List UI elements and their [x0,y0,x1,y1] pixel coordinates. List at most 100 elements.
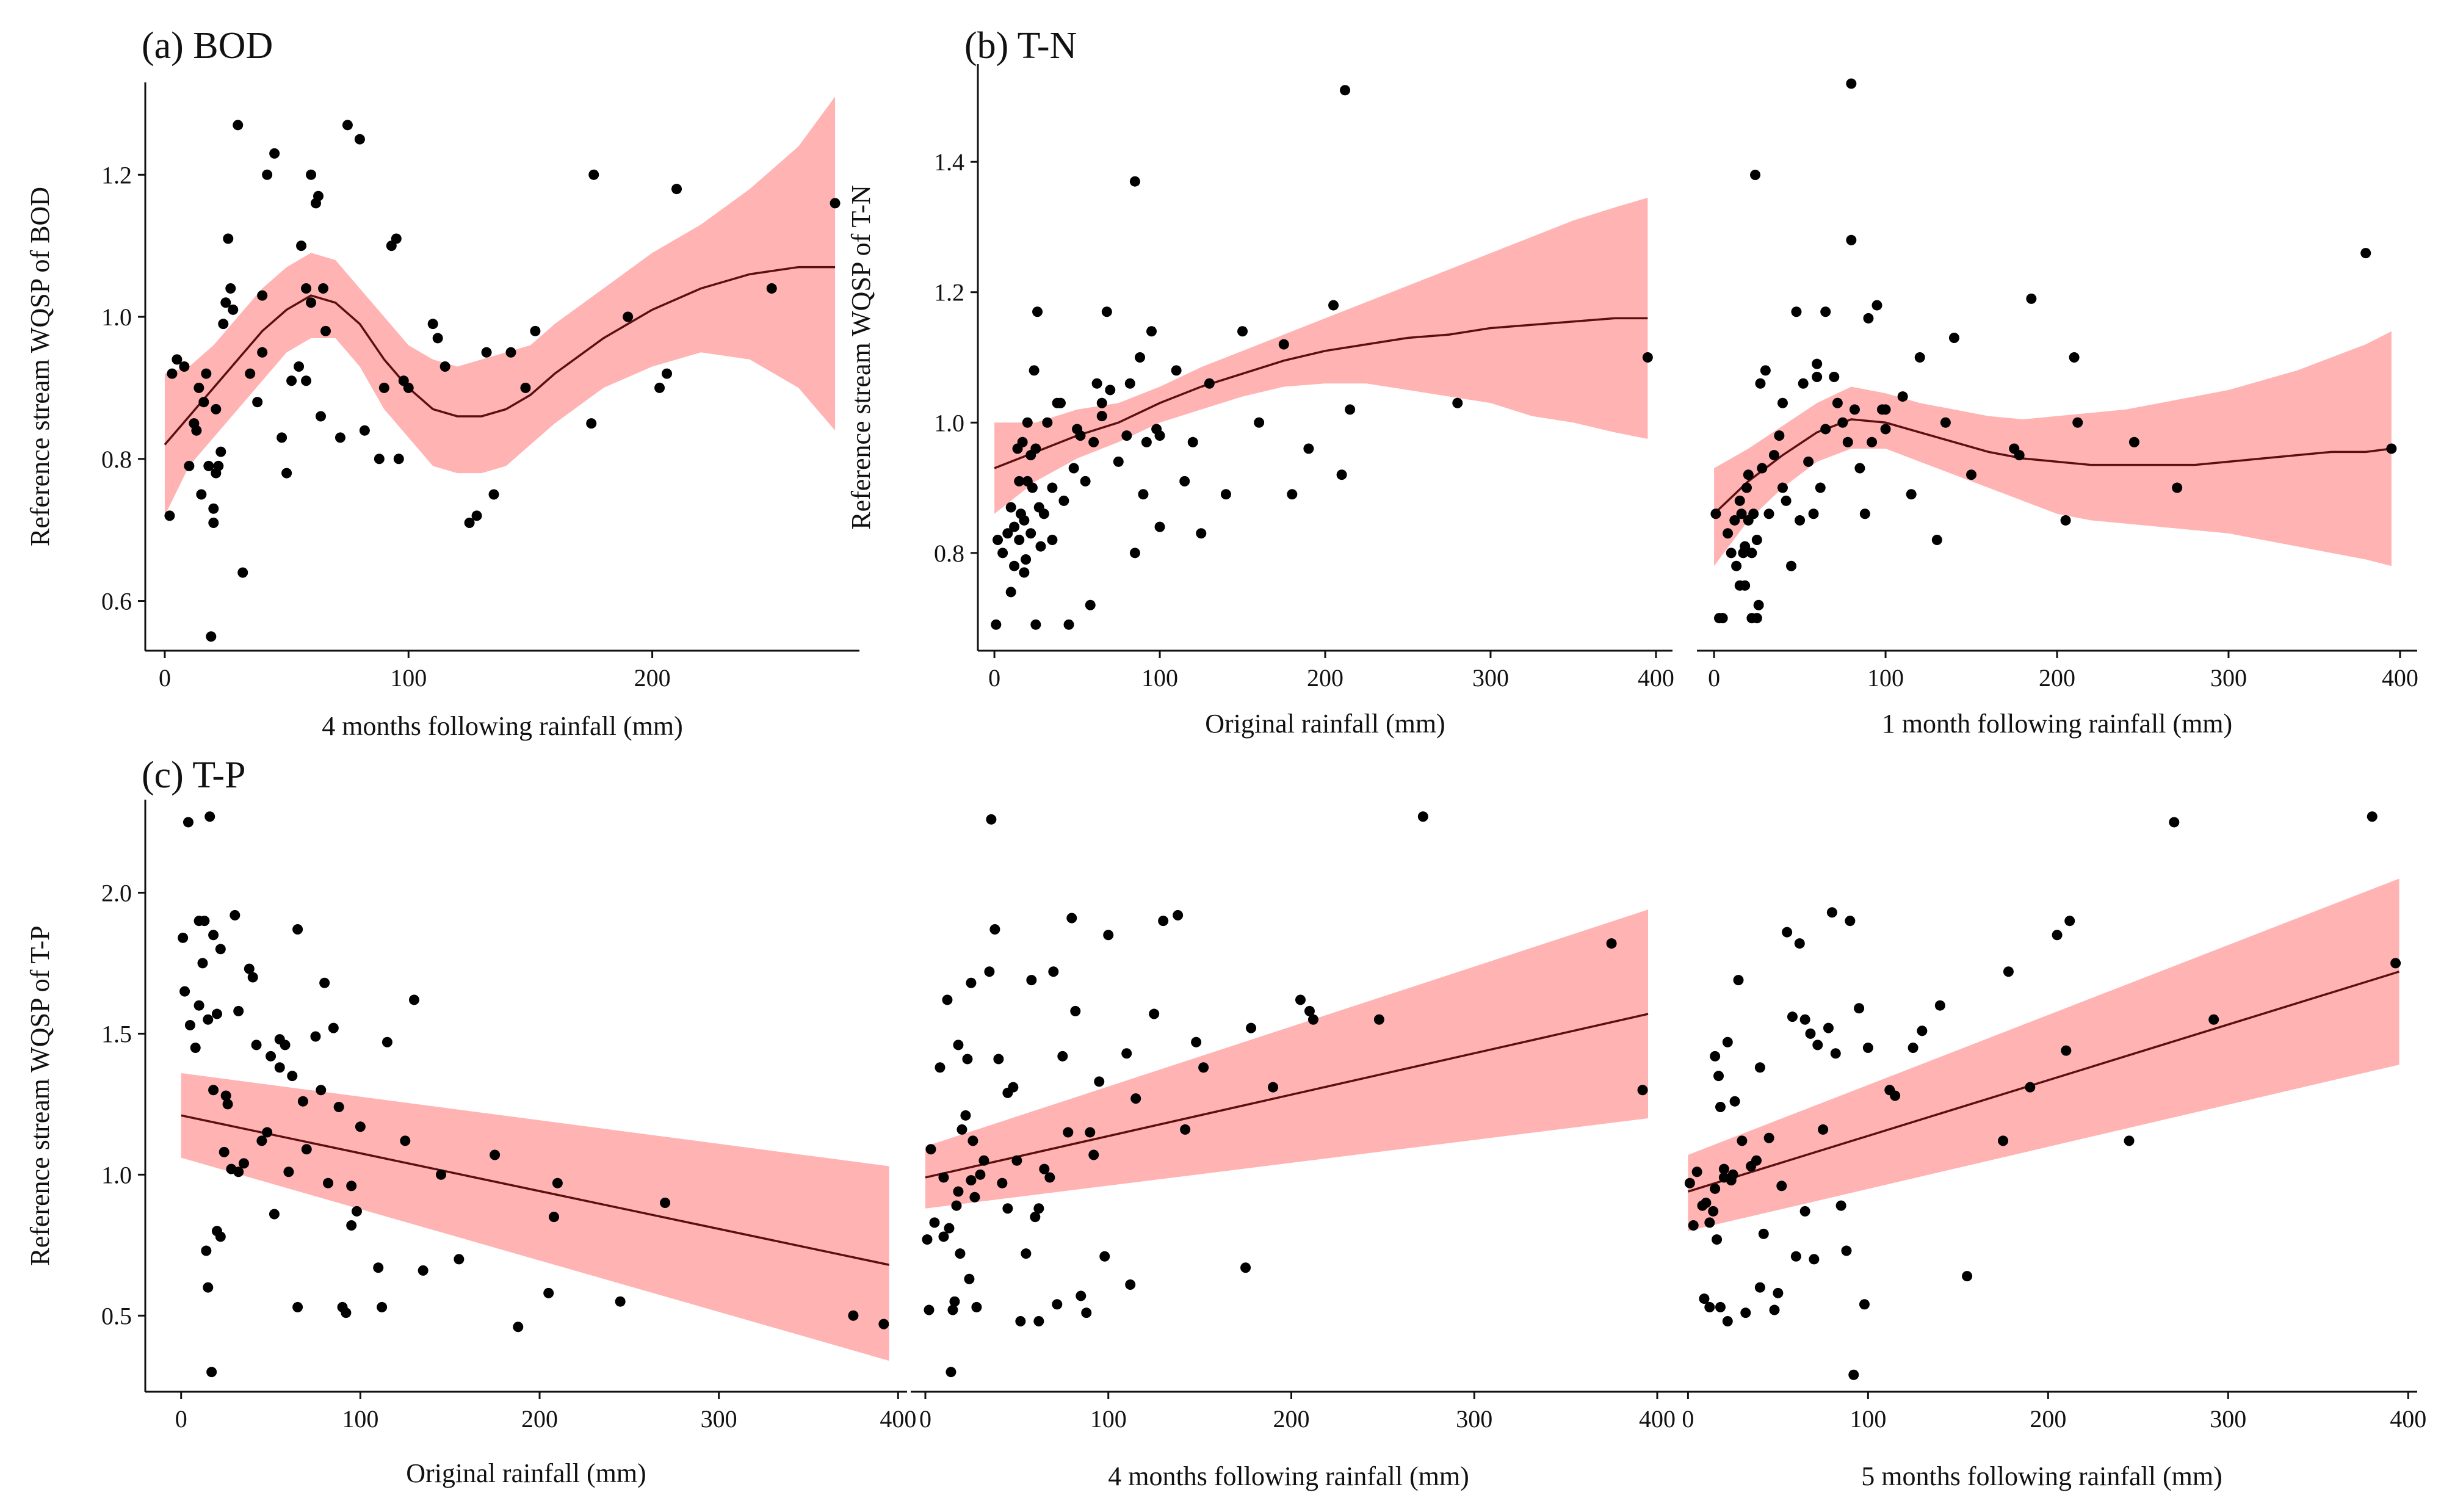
data-point [1934,1000,1945,1011]
data-point [662,368,673,379]
data-point [1129,176,1140,187]
data-point [1240,1262,1251,1273]
data-point [1691,1167,1702,1177]
x-tick-label: 0 [1708,664,1720,692]
data-point [1835,1200,1846,1211]
data-point [1025,528,1036,539]
confidence-band [1714,331,2392,566]
data-point [373,1262,384,1273]
data-point [991,619,1002,630]
data-point [947,1304,958,1315]
data-point [1688,1220,1699,1231]
data-point [2003,966,2014,977]
data-point [237,567,248,578]
data-point [203,460,214,471]
data-point [1637,1085,1648,1096]
panel-label: (c) T-P [142,754,246,796]
data-point [1129,548,1140,559]
data-point [197,958,208,969]
data-point [1845,916,1856,927]
data-point [549,1212,560,1223]
data-point [975,1169,986,1180]
data-point [1710,508,1721,519]
data-point [201,368,212,379]
data-point [1746,548,1757,559]
data-point [481,347,492,358]
data-point [1914,352,1925,363]
data-point [944,1223,955,1234]
data-point [984,966,995,977]
data-point [292,1301,303,1312]
data-point [1039,1163,1050,1174]
data-point [184,460,195,471]
data-point [1154,521,1165,532]
data-point [1713,1071,1724,1082]
data-point [1699,1293,1710,1304]
data-point [172,354,183,365]
panel-a: 0 100 200 0.6 0.8 1.0 1.2 4 months following ra… [25,25,859,741]
data-point [1246,1022,1257,1033]
data-point [1740,541,1751,552]
fit-line [181,1114,889,1266]
data-point [1841,1245,1852,1256]
data-point [966,1175,977,1186]
data-point [184,1020,195,1031]
data-point [1815,482,1826,493]
data-point [1017,436,1028,447]
data-point [252,397,263,408]
data-point [355,1121,366,1132]
data-point [1704,1301,1715,1312]
data-point [1809,1254,1820,1265]
data-point [1781,495,1792,506]
data-point [2169,817,2180,828]
data-point [2386,443,2397,454]
data-point [1179,476,1190,487]
data-point [1760,365,1771,376]
data-point [1158,916,1169,927]
data-point [1237,326,1248,337]
confidence-band [164,96,836,516]
data-point [615,1296,626,1307]
data-point [1088,1149,1099,1160]
data-point [1096,397,1107,408]
data-point [1854,1003,1865,1014]
data-point [1287,489,1298,500]
x-tick-label: 300 [1472,664,1509,692]
data-point [1737,1135,1748,1146]
panel-c3: 0 100 200 300 400 5 months following rainfall… [1666,811,2426,1491]
data-point [208,503,219,514]
x-tick-label: 100 [390,664,427,692]
data-point [408,994,419,1005]
data-point [1741,482,1752,493]
data-point [978,1155,989,1166]
data-point [1033,1316,1044,1327]
data-point [1820,306,1831,317]
data-point [1044,1172,1055,1183]
data-point [1782,927,1793,938]
data-point [1848,1369,1859,1380]
x-tick-label: 400 [1638,664,1674,692]
data-point [436,1169,447,1180]
data-point [1113,456,1124,467]
data-point [1880,424,1891,435]
data-point [1812,1040,1823,1051]
data-point [1191,1036,1202,1047]
data-point [654,382,665,393]
data-point [178,932,189,943]
data-point [287,1071,298,1082]
data-point [204,811,215,822]
data-point [301,1144,312,1155]
panel-label: (b) T-N [964,25,1077,67]
data-point [1731,560,1742,571]
data-point [1750,170,1761,181]
data-point [1727,1169,1738,1180]
y-tick-label: 2.0 [101,879,132,906]
data-point [2208,1014,2219,1025]
data-point [277,432,287,443]
x-tick-label: 100 [342,1405,378,1433]
data-point [280,1040,291,1051]
data-point [1710,1183,1721,1194]
data-point [318,283,329,294]
data-point [1196,528,1207,539]
x-axis-title: 1 month following rainfall (mm) [1882,709,2232,739]
